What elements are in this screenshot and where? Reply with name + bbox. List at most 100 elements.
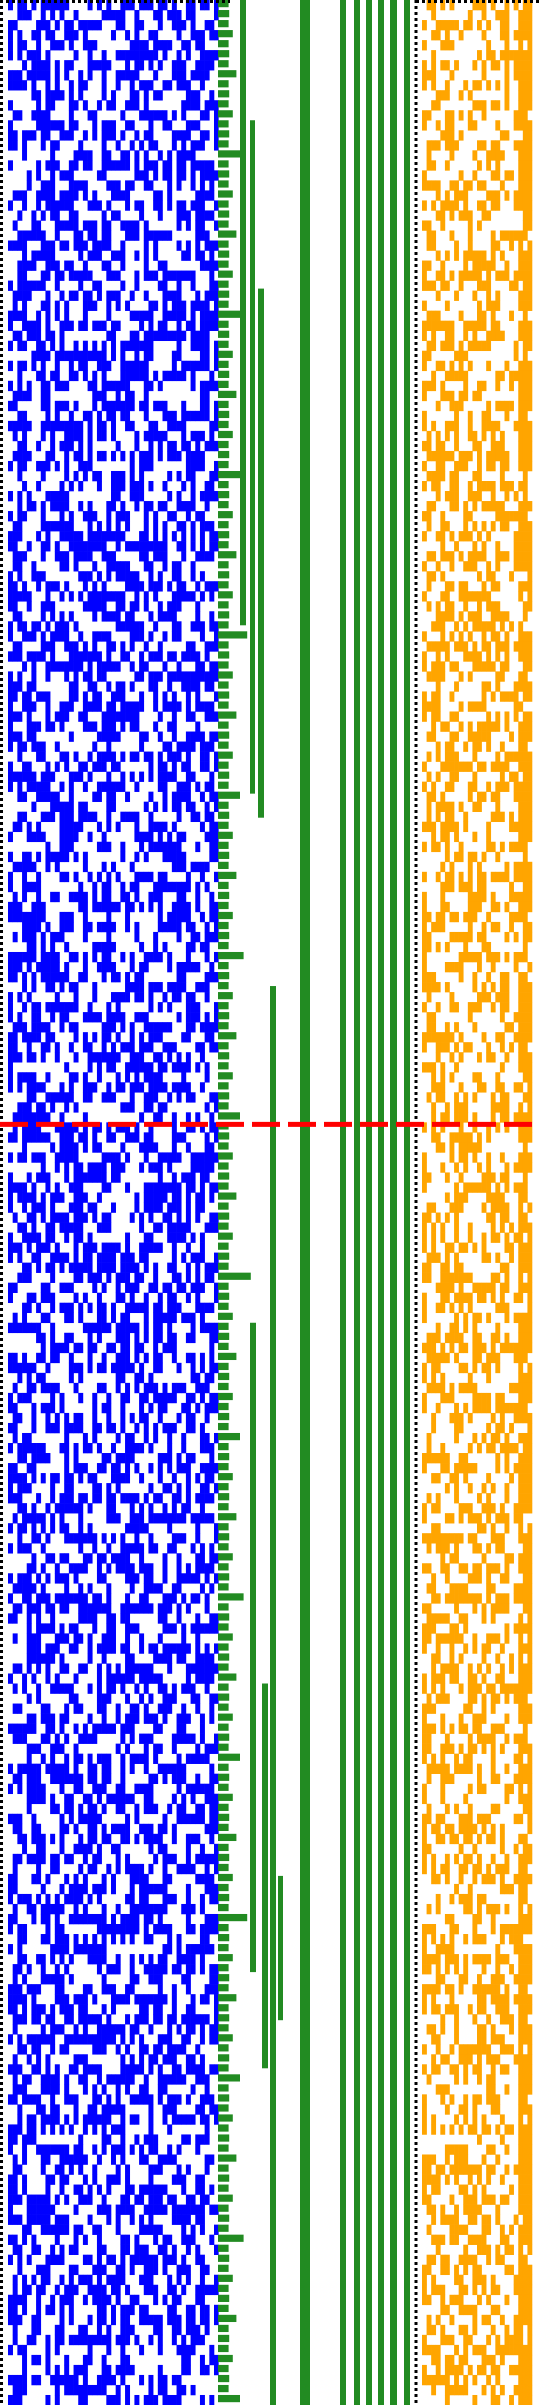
blue-bit-cell	[185, 40, 191, 51]
blue-bit-cell	[125, 911, 131, 923]
blue-bit-cell	[199, 1322, 205, 1334]
blue-bit-cell	[59, 931, 65, 943]
blue-bit-cell	[115, 10, 121, 21]
blue-bit-cell	[190, 1924, 196, 1935]
blue-bit-cell	[17, 1954, 23, 1965]
blue-bit-cell	[92, 200, 98, 211]
blue-bit-cell	[199, 1362, 205, 1374]
blue-bit-cell	[106, 511, 112, 522]
blue-bit-cell	[162, 1082, 168, 1093]
blue-bit-cell	[50, 1523, 56, 1534]
blue-bit-cell	[106, 1673, 112, 1684]
blue-bit-cell	[36, 1743, 42, 1754]
blue-bit-cell	[125, 180, 131, 191]
blue-bit-cell	[50, 1853, 56, 1865]
blue-bit-cell	[111, 1012, 116, 1023]
blue-bit-cell	[134, 160, 140, 171]
blue-bit-cell	[78, 240, 84, 251]
blue-bit-cell	[185, 761, 191, 772]
blue-bit-cell	[96, 1683, 102, 1694]
blue-bit-cell	[36, 1443, 42, 1454]
blue-bit-cell	[195, 621, 201, 632]
blue-bit-cell	[134, 360, 140, 372]
blue-bit-cell	[96, 1663, 102, 1674]
blue-bit-cell	[111, 1883, 116, 1895]
blue-bit-cell	[167, 1513, 173, 1524]
blue-bit-cell	[204, 1132, 210, 1143]
blue-bit-cell	[59, 721, 65, 732]
blue-bit-cell	[22, 1232, 28, 1243]
blue-bit-cell	[129, 2064, 135, 2075]
blue-bit-cell	[167, 2234, 173, 2245]
blue-bit-cell	[8, 1192, 13, 1203]
blue-bit-cell	[167, 1763, 173, 1774]
blue-bit-cell	[115, 1803, 121, 1815]
blue-bit-cell	[59, 1633, 65, 1644]
blue-bit-cell	[171, 0, 177, 11]
blue-bit-cell	[143, 50, 149, 61]
blue-bit-cell	[17, 621, 23, 632]
blue-bit-cell	[96, 2154, 102, 2165]
blue-bit-cell	[31, 1252, 37, 1263]
blue-bit-cell	[176, 420, 182, 432]
blue-bit-cell	[195, 1563, 201, 1574]
blue-bit-cell	[148, 1192, 154, 1203]
blue-bit-cell	[199, 1954, 205, 1965]
blue-bit-cell	[17, 1763, 23, 1774]
blue-bit-cell	[129, 40, 135, 51]
blue-bit-cell	[134, 1192, 140, 1203]
blue-bit-cell	[36, 170, 42, 181]
blue-bit-cell	[50, 2094, 56, 2105]
blue-bit-cell	[129, 2214, 135, 2225]
blue-bit-cell	[50, 2084, 56, 2095]
blue-bit-cell	[139, 1954, 145, 1965]
blue-bit-cell	[167, 1803, 173, 1815]
blue-bit-cell	[82, 781, 88, 792]
blue-bit-cell	[8, 1913, 13, 1925]
blue-bit-cell	[199, 1352, 205, 1364]
blue-bit-cell	[153, 30, 159, 41]
blue-bit-cell	[153, 1082, 159, 1093]
blue-bit-cell	[129, 1412, 135, 1424]
blue-bit-cell	[54, 270, 60, 281]
blue-bit-cell	[59, 350, 65, 362]
blue-bit-cell	[185, 1052, 191, 1063]
blue-bit-cell	[139, 0, 145, 11]
blue-bit-cell	[129, 420, 135, 432]
blue-bit-cell	[17, 470, 23, 482]
blue-bit-cell	[8, 741, 13, 752]
blue-bit-cell	[31, 1232, 37, 1243]
blue-bit-cell	[171, 851, 177, 863]
blue-bit-cell	[17, 551, 23, 562]
blue-bit-cell	[73, 430, 79, 442]
blue-bit-cell	[139, 741, 145, 752]
blue-bit-cell	[54, 791, 60, 802]
blue-bit-cell	[73, 230, 79, 241]
blue-bit-cell	[31, 501, 37, 512]
blue-bit-cell	[148, 501, 154, 512]
blue-bit-cell	[195, 330, 201, 342]
blue-bit-cell	[190, 300, 196, 311]
blue-bit-cell	[31, 320, 37, 331]
blue-bit-cell	[8, 1783, 13, 1795]
blue-bit-cell	[148, 2124, 154, 2135]
blue-bit-cell	[50, 90, 56, 101]
blue-bit-cell	[54, 1853, 60, 1865]
blue-bit-cell	[73, 1232, 79, 1243]
blue-bit-cell	[101, 861, 107, 873]
blue-bit-cell	[153, 40, 159, 51]
blue-bit-cell	[176, 220, 182, 231]
blue-bit-cell	[96, 2094, 102, 2105]
blue-bit-cell	[153, 170, 159, 181]
blue-bit-cell	[54, 210, 60, 221]
blue-bit-cell	[185, 460, 191, 472]
blue-bit-cell	[181, 270, 187, 281]
blue-bit-cell	[120, 571, 126, 582]
blue-bit-cell	[199, 701, 205, 712]
blue-bit-cell	[73, 1252, 79, 1263]
blue-bit-cell	[22, 1443, 28, 1454]
blue-bit-cell	[176, 180, 182, 191]
blue-bit-cell	[87, 751, 93, 762]
blue-bit-cell	[8, 1944, 13, 1955]
blue-bit-cell	[171, 1082, 177, 1093]
